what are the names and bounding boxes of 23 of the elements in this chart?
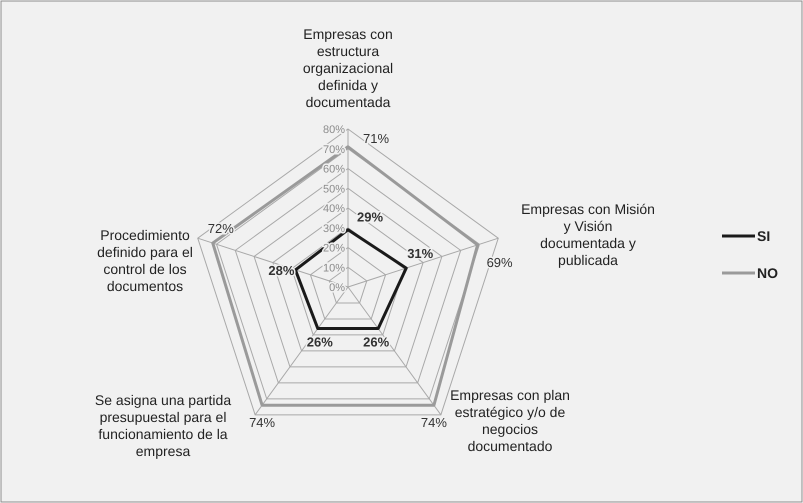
data-label: 26%	[363, 334, 390, 350]
y-tick-label: 60%	[322, 164, 346, 176]
y-tick-label: 40%	[322, 203, 346, 215]
data-label: 74%	[249, 415, 276, 430]
data-label: 31%	[407, 246, 434, 262]
data-label: 74%	[420, 415, 448, 430]
data-label: 29%	[356, 210, 384, 225]
data-label: 26%	[306, 334, 334, 350]
y-tick-label: 10%	[322, 262, 346, 274]
spoke-label: Empresas con plan estratégico y/o de negocios documentado	[450, 387, 570, 454]
spoke-label: Empresas con Misión y Visión documentada y publicada	[521, 201, 655, 268]
data-label: 69%	[486, 254, 514, 270]
data-label: 72%	[208, 221, 234, 236]
spoke-label: Empresas con estructura organizacional definida y documentada	[302, 26, 394, 110]
y-tick-label: 30%	[322, 222, 346, 235]
spoke-label: Se asigna una partida presupuestal para el funcionamiento de la empresa	[94, 392, 232, 459]
data-label: 28%	[268, 262, 295, 278]
data-label: 71%	[362, 130, 390, 146]
y-tick-label: 50%	[322, 183, 346, 196]
spoke-label: Procedimiento definido para el control de los documentos	[97, 227, 193, 294]
legend-label: SI	[757, 228, 770, 244]
legend-label: NO	[757, 265, 778, 281]
y-tick-label: 80%	[322, 124, 346, 136]
